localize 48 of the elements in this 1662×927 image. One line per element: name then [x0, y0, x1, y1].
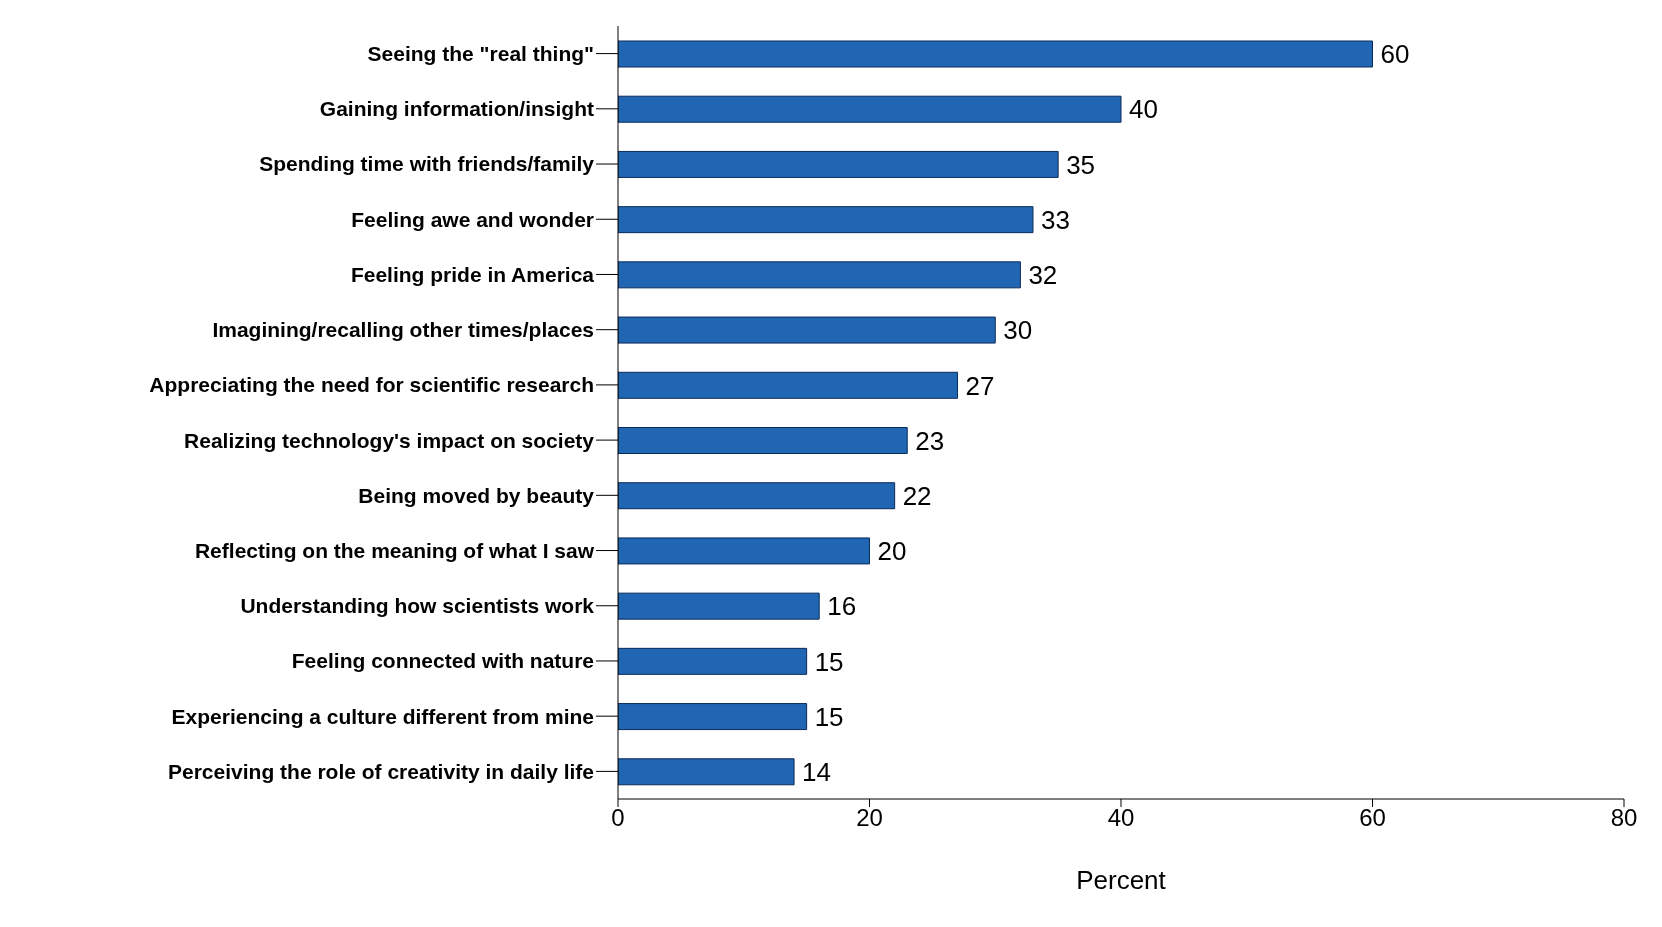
bar [618, 261, 1021, 289]
y-tick-label: Experiencing a culture different from mine [171, 704, 594, 728]
x-tick-label: 40 [1107, 804, 1135, 832]
y-tick-label: Seeing the "real thing" [367, 42, 594, 66]
data-label: 30 [1003, 315, 1033, 346]
data-label: 33 [1040, 204, 1070, 235]
x-tick-label: 20 [856, 804, 883, 832]
data-label: 20 [877, 536, 907, 567]
y-tick-label: Feeling pride in America [350, 262, 595, 286]
y-tick-label: Perceiving the role of creativity in daily life [168, 759, 594, 783]
bar [618, 206, 1034, 234]
y-tick-label: Being moved by beauty [358, 483, 595, 507]
bar [618, 427, 908, 454]
data-label: 60 [1380, 39, 1410, 70]
bar [618, 592, 820, 620]
x-tick-label: 60 [1359, 804, 1386, 832]
data-label: 40 [1129, 94, 1158, 125]
data-label: 35 [1066, 149, 1096, 180]
data-label: 22 [902, 480, 932, 511]
data-label: 15 [814, 646, 844, 677]
bar [618, 758, 795, 786]
bar [618, 537, 870, 565]
data-label: 27 [965, 370, 995, 401]
y-tick-label: Gaining information/insight [319, 97, 594, 121]
x-tick-label: 80 [1610, 804, 1638, 832]
y-tick-label: Spending time with friends/family [259, 152, 595, 176]
bar [618, 40, 1373, 68]
x-axis-title: Percent [1076, 865, 1167, 895]
data-label: 16 [827, 591, 857, 622]
bar [618, 703, 808, 731]
y-tick-label: Feeling awe and wonder [351, 207, 594, 231]
y-tick-label: Feeling connected with nature [291, 649, 594, 673]
y-tick-label: Understanding how scientists work [240, 594, 595, 618]
bar [618, 371, 959, 399]
bar [618, 150, 1059, 178]
x-tick-label: 0 [611, 804, 625, 832]
y-tick-label: Appreciating the need for scientific research [149, 373, 594, 397]
y-tick-label: Imagining/recalling other times/places [212, 318, 594, 342]
y-tick-label: Realizing technology's impact on society [184, 428, 595, 452]
data-label: 32 [1028, 260, 1058, 291]
bar [618, 647, 808, 675]
data-label: 23 [915, 425, 945, 456]
bar [618, 316, 996, 344]
bar [618, 482, 896, 510]
data-label: 14 [802, 757, 831, 788]
data-label: 15 [814, 701, 844, 732]
bar [618, 95, 1122, 123]
y-tick-label: Reflecting on the meaning of what I saw [194, 538, 595, 562]
